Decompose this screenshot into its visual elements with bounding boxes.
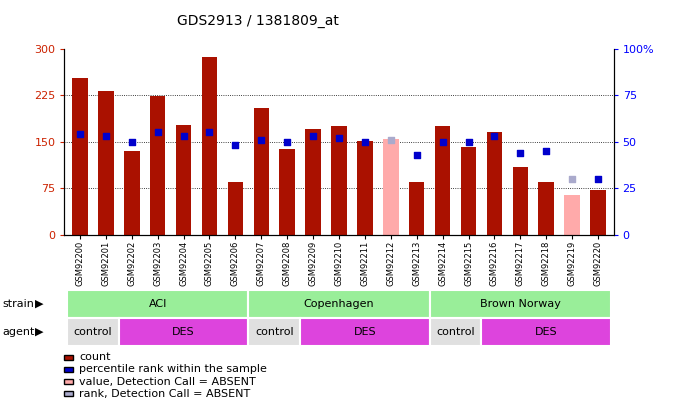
Point: [126, 139, 137, 145]
Text: DES: DES: [172, 327, 195, 337]
Bar: [430, 318, 481, 346]
Bar: [124, 151, 140, 235]
Point: [100, 133, 111, 139]
Point: [153, 129, 163, 136]
Point: [308, 133, 319, 139]
Bar: [481, 318, 611, 346]
Bar: [591, 190, 606, 235]
Point: [256, 136, 266, 143]
Point: [593, 176, 603, 182]
Bar: [150, 96, 165, 235]
Bar: [228, 182, 243, 235]
Point: [359, 139, 370, 145]
Text: control: control: [74, 327, 113, 337]
Point: [567, 176, 578, 182]
Text: ▶: ▶: [35, 299, 44, 309]
Bar: [279, 149, 295, 235]
Point: [437, 139, 448, 145]
Bar: [332, 126, 346, 235]
Bar: [409, 182, 424, 235]
Text: Brown Norway: Brown Norway: [480, 299, 561, 309]
Point: [463, 139, 474, 145]
Bar: [248, 318, 300, 346]
Bar: [254, 108, 269, 235]
Bar: [67, 290, 248, 318]
Text: Copenhagen: Copenhagen: [304, 299, 374, 309]
Bar: [564, 194, 580, 235]
Point: [75, 131, 85, 138]
Point: [204, 129, 215, 136]
Bar: [119, 318, 248, 346]
Bar: [487, 132, 502, 235]
Text: control: control: [255, 327, 294, 337]
Point: [515, 150, 525, 156]
Bar: [202, 57, 217, 235]
Text: control: control: [436, 327, 475, 337]
Bar: [538, 182, 554, 235]
Bar: [435, 126, 450, 235]
Point: [230, 142, 241, 149]
Bar: [300, 318, 430, 346]
Bar: [430, 290, 611, 318]
Bar: [383, 139, 399, 235]
Text: ▶: ▶: [35, 327, 44, 337]
Text: agent: agent: [2, 327, 35, 337]
Point: [489, 133, 500, 139]
Bar: [248, 290, 430, 318]
Point: [334, 135, 344, 141]
Text: value, Detection Call = ABSENT: value, Detection Call = ABSENT: [79, 377, 256, 386]
Bar: [176, 125, 191, 235]
Bar: [98, 91, 114, 235]
Point: [541, 148, 552, 154]
Text: DES: DES: [535, 327, 557, 337]
Point: [178, 133, 189, 139]
Point: [412, 151, 422, 158]
Text: count: count: [79, 352, 111, 362]
Text: GDS2913 / 1381809_at: GDS2913 / 1381809_at: [177, 14, 338, 28]
Bar: [305, 129, 321, 235]
Point: [385, 136, 396, 143]
Text: strain: strain: [2, 299, 34, 309]
Bar: [461, 147, 476, 235]
Text: percentile rank within the sample: percentile rank within the sample: [79, 364, 267, 374]
Text: rank, Detection Call = ABSENT: rank, Detection Call = ABSENT: [79, 389, 251, 399]
Text: DES: DES: [354, 327, 376, 337]
Point: [282, 139, 293, 145]
Text: ACI: ACI: [148, 299, 167, 309]
Bar: [513, 166, 528, 235]
Bar: [67, 318, 119, 346]
Bar: [357, 141, 373, 235]
Bar: [72, 79, 87, 235]
